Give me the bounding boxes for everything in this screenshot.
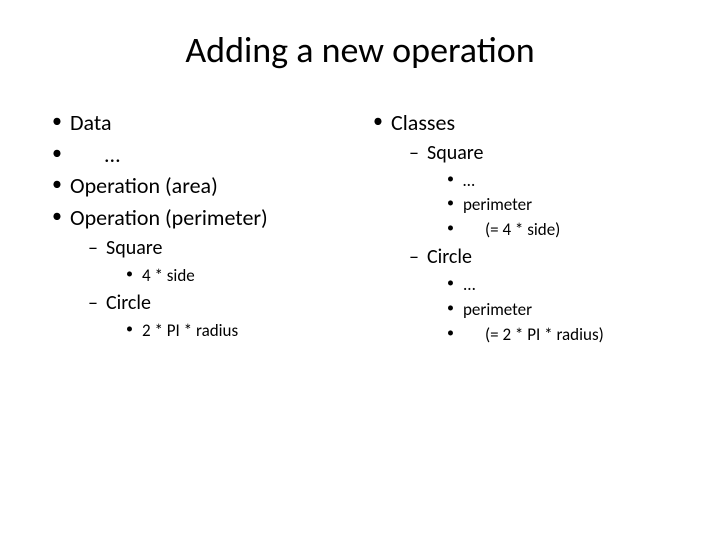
list-item: Data [48, 108, 351, 138]
list-item: Circle 2 * PI * radius [82, 290, 351, 343]
list-item: perimeter [441, 298, 672, 322]
list-item-label: perimeter [463, 194, 532, 215]
list-item-label: 2 * PI * radius [142, 320, 238, 341]
list-item: Square … perimeter (= 4 * side) [403, 140, 672, 242]
list-item-label: Classes [391, 109, 455, 136]
list-item: ... [441, 273, 672, 297]
list-item-label: … [463, 170, 475, 191]
list-item-label: Square [106, 236, 162, 260]
list-item: perimeter [441, 193, 672, 217]
list-item-label: Data [70, 109, 112, 136]
list-item: 2 * PI * radius [120, 319, 351, 343]
list-item: Circle... perimeter (= 2 * PI * radius) [403, 244, 672, 346]
sublist: Square 4 * side Circle 2 * PI * radius [70, 235, 351, 343]
list-item: ... [48, 140, 351, 170]
list-item-label: Square [427, 141, 483, 165]
left-list: Data... Operation (area) Operation (perime… [48, 108, 351, 342]
right-list: Classes Square … perimeter (= 4 * side) Circl… [369, 108, 672, 346]
list-item: 4 * side [120, 264, 351, 288]
slide-title: Adding a new operation [48, 28, 672, 72]
list-item: Classes Square … perimeter (= 4 * side) Circl… [369, 108, 672, 346]
list-item: (= 2 * PI * radius) [441, 323, 672, 347]
list-item-label: ... [104, 141, 121, 168]
list-item: (= 4 * side) [441, 218, 672, 242]
list-item-label: Operation (area) [70, 172, 218, 199]
list-item-label: ... [463, 274, 476, 295]
sublist: … perimeter (= 4 * side) [427, 169, 672, 242]
sublist: 4 * side [106, 264, 351, 288]
slide: Adding a new operation Data... Operation … [0, 0, 720, 540]
sublist: Square … perimeter (= 4 * side) Circle... per… [391, 140, 672, 347]
sublist: 2 * PI * radius [106, 319, 351, 343]
list-item: Square 4 * side [82, 235, 351, 288]
list-item-label: Operation (perimeter) [70, 204, 268, 231]
list-item-label: Circle [427, 245, 472, 269]
content-columns: Data... Operation (area) Operation (perime… [48, 108, 672, 348]
list-item-label: perimeter [463, 299, 532, 320]
right-column: Classes Square … perimeter (= 4 * side) Circl… [369, 108, 672, 348]
list-item: … [441, 169, 672, 193]
left-column: Data... Operation (area) Operation (perime… [48, 108, 351, 348]
list-item-label: (= 2 * PI * radius) [485, 324, 604, 345]
list-item: Operation (perimeter) Square 4 * side Circl… [48, 203, 351, 342]
sublist: ... perimeter (= 2 * PI * radius) [427, 273, 672, 346]
list-item-label: (= 4 * side) [485, 219, 560, 240]
list-item-label: 4 * side [142, 265, 195, 286]
list-item: Operation (area) [48, 171, 351, 201]
list-item-label: Circle [106, 291, 151, 315]
